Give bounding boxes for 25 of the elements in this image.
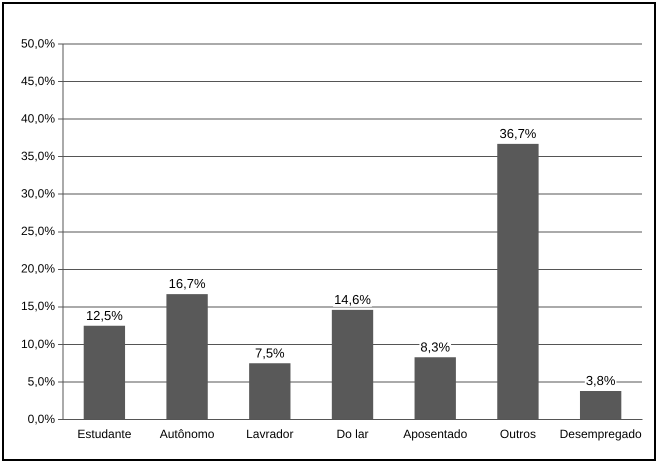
x-tick-label: Do lar bbox=[336, 427, 369, 442]
data-label: 14,6% bbox=[334, 292, 372, 308]
data-label: 12,5% bbox=[86, 308, 124, 323]
data-label: 8,3% bbox=[420, 339, 450, 354]
data-label: 7,5% bbox=[254, 345, 286, 360]
y-tick-label: 25,0% bbox=[20, 224, 56, 238]
y-tick-label: 10,0% bbox=[20, 336, 56, 351]
y-tick-label: 45,0% bbox=[20, 74, 56, 88]
y-tick-label: 15,0% bbox=[20, 299, 56, 314]
x-tick-label: Estudante bbox=[77, 427, 132, 442]
x-tick-label: Aposentado bbox=[403, 427, 468, 442]
x-tick-label: Desempregado bbox=[560, 427, 642, 442]
y-tick-label: 0,0% bbox=[28, 412, 56, 426]
data-label: 36,7% bbox=[499, 126, 537, 141]
y-tick-label: 40,0% bbox=[20, 111, 56, 126]
data-label: 3,8% bbox=[586, 373, 616, 388]
y-tick-label: 35,0% bbox=[20, 148, 56, 163]
y-tick-label: 30,0% bbox=[20, 186, 56, 201]
y-tick-label: 5,0% bbox=[28, 374, 56, 388]
x-tick-label: Autônomo bbox=[160, 427, 215, 442]
x-tick-label: Outros bbox=[500, 427, 536, 442]
y-tick-label: 20,0% bbox=[20, 262, 56, 276]
data-label: 16,7% bbox=[168, 276, 206, 292]
x-tick-label: Lavrador bbox=[246, 427, 294, 442]
y-tick-label: 50,0% bbox=[20, 36, 56, 50]
